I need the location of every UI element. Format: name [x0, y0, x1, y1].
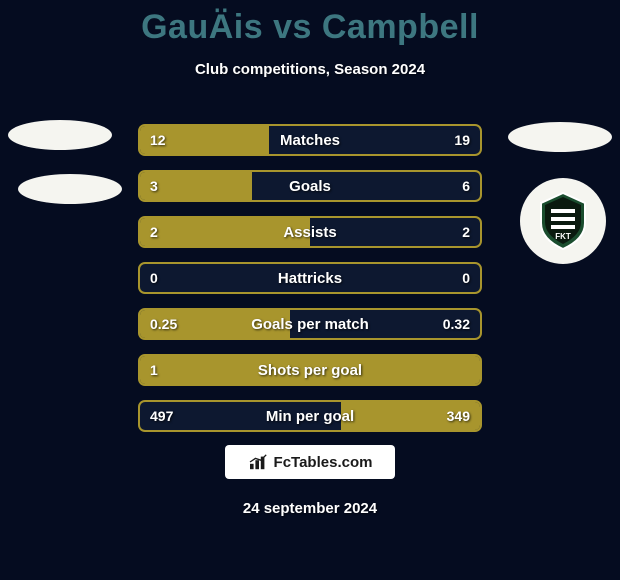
svg-text:FKT: FKT	[555, 232, 571, 241]
stat-value-right: 19	[454, 126, 470, 154]
stat-value-right: 0	[462, 264, 470, 292]
stat-row: 12Matches19	[138, 124, 482, 156]
stat-label: Goals per match	[140, 310, 480, 338]
brand-chart-icon	[248, 453, 270, 471]
comparison-title: GauÄis vs Campbell	[0, 0, 620, 47]
footer-date: 24 september 2024	[0, 500, 620, 517]
stat-value-right: 349	[447, 402, 470, 430]
stat-label: Matches	[140, 126, 480, 154]
stat-row: 497Min per goal349	[138, 400, 482, 432]
stat-label: Min per goal	[140, 402, 480, 430]
stat-row: 2Assists2	[138, 216, 482, 248]
stats-container: 12Matches19 3Goals6 2Assists2 0Hattricks0 0.…	[138, 124, 482, 446]
club-crest-icon: FKT	[531, 189, 595, 253]
stat-value-right: 0.32	[443, 310, 470, 338]
player1-club-placeholder	[18, 174, 122, 204]
brand-text: FcTables.com	[274, 454, 373, 471]
stat-row: 3Goals6	[138, 170, 482, 202]
stat-value-right: 6	[462, 172, 470, 200]
player2-club-badge: FKT	[520, 178, 606, 264]
player2-avatar-placeholder	[508, 122, 612, 152]
stat-row: 0Hattricks0	[138, 262, 482, 294]
stat-label: Shots per goal	[140, 356, 480, 384]
stat-label: Assists	[140, 218, 480, 246]
stat-row: 1Shots per goal	[138, 354, 482, 386]
stat-label: Goals	[140, 172, 480, 200]
stat-label: Hattricks	[140, 264, 480, 292]
stat-row: 0.25Goals per match0.32	[138, 308, 482, 340]
comparison-subtitle: Club competitions, Season 2024	[0, 61, 620, 78]
player1-avatar-placeholder	[8, 120, 112, 150]
brand-logo: FcTables.com	[225, 445, 395, 479]
stat-value-right: 2	[462, 218, 470, 246]
